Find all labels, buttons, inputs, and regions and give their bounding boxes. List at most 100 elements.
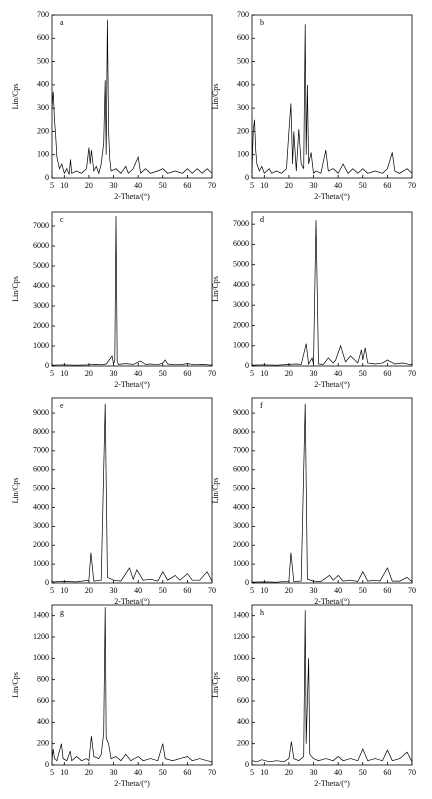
x-axis-label: 2-Theta/(°) (314, 779, 350, 788)
panel: 5 10 20 30 40 50 60 700100200300400500600700a2-… (11, 10, 216, 201)
pattern-line (51, 215, 213, 366)
x-tick-label: 70 (408, 768, 416, 777)
y-tick-label: 700 (237, 10, 249, 19)
y-tick-label: 0 (245, 760, 249, 769)
y-tick-label: 9000 (33, 408, 49, 417)
y-tick-label: 1000 (33, 653, 49, 662)
plot-frame (251, 397, 413, 584)
x-tick-label: 70 (408, 586, 416, 595)
y-tick-label: 8000 (33, 427, 49, 436)
x-tick-label: 40 (334, 768, 342, 777)
panel: 5 10 20 30 40 50 60 70 0 1000 2000 3000 4000 5000 6000… (211, 211, 416, 389)
y-tick-label: 6000 (233, 465, 249, 474)
y-tick-label: 500 (37, 56, 49, 65)
x-tick-label: 5 (50, 586, 54, 595)
x-tick-label: 5 (250, 768, 254, 777)
x-tick-label: 70 (208, 369, 216, 378)
y-tick-label: 0 (45, 173, 49, 182)
x-tick-label: 10 (260, 586, 268, 595)
y-tick-label: 1400 (33, 610, 49, 619)
pattern-line (251, 24, 413, 175)
x-tick-label: 30 (310, 181, 318, 190)
y-tick-label: 1000 (33, 341, 49, 350)
x-tick-label: 20 (85, 586, 93, 595)
x-tick-label: 60 (383, 181, 391, 190)
y-tick-label: 2000 (233, 320, 249, 329)
y-tick-label: 5000 (233, 483, 249, 492)
x-tick-label: 40 (334, 369, 342, 378)
panel-label: d (260, 215, 264, 224)
x-axis-label: 2-Theta/(°) (114, 779, 150, 788)
x-tick-label: 5 (50, 181, 54, 190)
x-tick-label: 20 (85, 181, 93, 190)
x-tick-label: 5 (50, 768, 54, 777)
y-tick-label: 800 (37, 674, 49, 683)
y-tick-label: 3000 (33, 521, 49, 530)
x-axis-label: 2-Theta/(°) (314, 380, 350, 389)
x-axis-label: 2-Theta/(°) (114, 192, 150, 201)
y-tick-label: 1200 (33, 632, 49, 641)
y-tick-label: 7000 (33, 221, 49, 230)
panel: 5 10 20 30 40 50 60 70 0 1000 2000 3000 4000 5000 6000… (11, 397, 216, 606)
y-tick-label: 4000 (233, 280, 249, 289)
pattern-line (251, 610, 413, 763)
y-tick-label: 400 (237, 717, 249, 726)
y-tick-label: 7000 (233, 446, 249, 455)
y-tick-label: 400 (37, 717, 49, 726)
x-tick-label: 5 (250, 586, 254, 595)
x-tick-label: 30 (310, 586, 318, 595)
x-axis-label: 2-Theta/(°) (314, 597, 350, 606)
y-tick-label: 400 (37, 80, 49, 89)
y-tick-label: 200 (37, 126, 49, 135)
y-tick-label: 600 (237, 33, 249, 42)
x-tick-label: 50 (359, 181, 367, 190)
y-tick-label: 300 (37, 103, 49, 112)
y-tick-label: 1200 (233, 632, 249, 641)
panel-label: c (60, 215, 64, 224)
y-tick-label: 100 (37, 150, 49, 159)
x-tick-label: 50 (359, 369, 367, 378)
y-tick-label: 4000 (33, 281, 49, 290)
x-tick-label: 20 (285, 181, 293, 190)
panel-label: g (60, 608, 64, 617)
x-tick-label: 50 (359, 768, 367, 777)
y-tick-label: 0 (245, 361, 249, 370)
y-tick-label: 300 (237, 103, 249, 112)
y-axis-label: Lin/Cps (211, 84, 220, 110)
y-tick-label: 2000 (233, 540, 249, 549)
y-tick-label: 5000 (33, 483, 49, 492)
y-tick-label: 1000 (233, 653, 249, 662)
x-tick-label: 50 (159, 369, 167, 378)
x-axis-label: 2-Theta/(°) (114, 597, 150, 606)
panel: 5 10 20 30 40 50 60 70 0 200 400 600 800 1000 1200 1400… (211, 604, 416, 788)
y-axis-label: Lin/Cps (11, 84, 20, 110)
x-tick-label: 20 (285, 369, 293, 378)
y-tick-label: 7000 (233, 219, 249, 228)
x-tick-label: 60 (183, 586, 191, 595)
y-axis-label: Lin/Cps (211, 276, 220, 302)
x-tick-label: 60 (383, 586, 391, 595)
panel: 5 10 20 30 40 50 60 70 0 200 400 600 800 1000 1200 1400… (11, 604, 216, 788)
y-tick-label: 4000 (33, 502, 49, 511)
x-tick-label: 20 (285, 768, 293, 777)
y-tick-label: 7000 (33, 446, 49, 455)
y-tick-label: 1000 (33, 559, 49, 568)
y-tick-label: 500 (237, 56, 249, 65)
x-tick-label: 30 (310, 369, 318, 378)
pattern-line (51, 403, 213, 583)
panel: 5 10 20 30 40 50 60 70 0 1000 2000 3000 4000 5000 6000… (211, 397, 416, 606)
x-tick-label: 50 (359, 586, 367, 595)
y-axis-label: Lin/Cps (11, 478, 20, 504)
y-tick-label: 6000 (33, 465, 49, 474)
x-tick-label: 40 (134, 181, 142, 190)
y-axis-label: Lin/Cps (11, 276, 20, 302)
y-tick-label: 4000 (233, 502, 249, 511)
x-tick-label: 50 (159, 181, 167, 190)
y-tick-label: 800 (237, 674, 249, 683)
plot-frame (51, 14, 213, 179)
y-tick-label: 5000 (33, 261, 49, 270)
x-axis-label: 2-Theta/(°) (114, 380, 150, 389)
y-tick-label: 2000 (33, 540, 49, 549)
